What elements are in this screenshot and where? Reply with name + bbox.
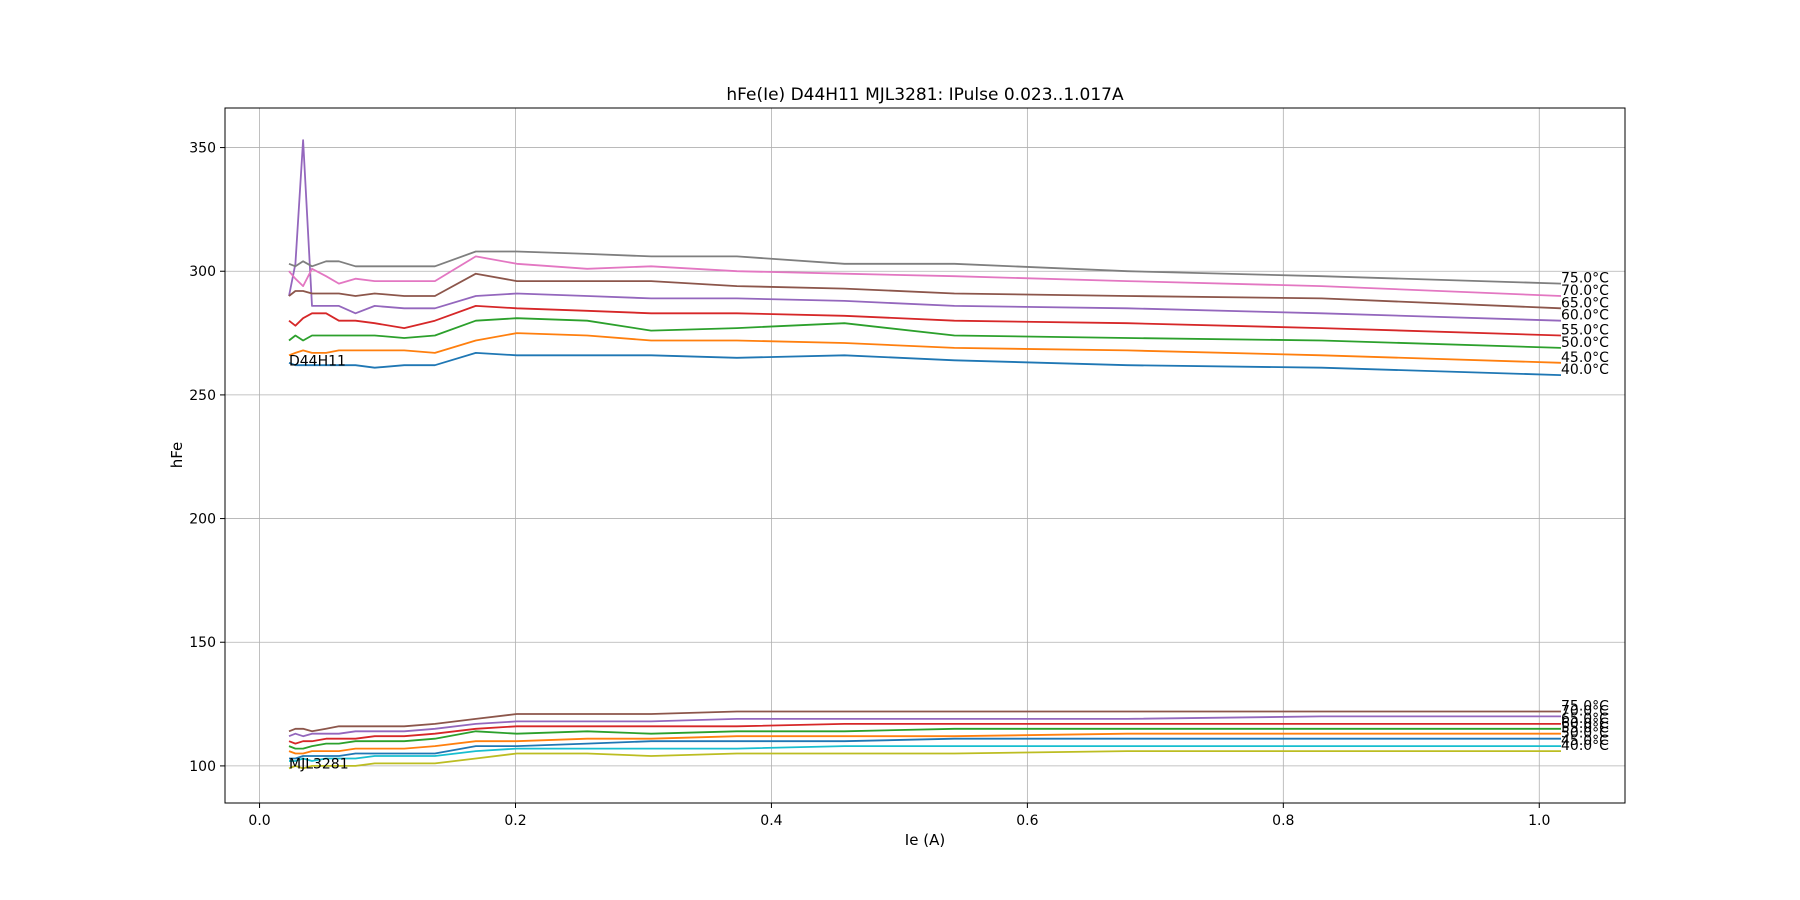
series-end-label: 55.0°C — [1561, 721, 1609, 737]
group-label: D44H11 — [289, 353, 346, 369]
series-line-mjl3281-0 — [288, 750, 1561, 770]
series-line-mjl3281-1 — [289, 745, 1561, 762]
y-tick-label: 350 — [189, 141, 216, 157]
axis-ticks: 0.0 0.2 0.4 0.6 0.8 1.0 100 150 200 250 300 350 — [189, 141, 1550, 829]
series-end-label: 70.0°C — [1561, 283, 1609, 299]
series-end-label: 40.0°C — [1561, 738, 1609, 754]
series-line-d44h11-0 — [288, 351, 1562, 376]
plot-frame — [224, 107, 1626, 804]
series-end-label: 60.0°C — [1561, 308, 1609, 324]
x-tick-label: 0.4 — [760, 813, 782, 829]
series-end-label: 65.0°C — [1561, 711, 1609, 727]
x-tick-label: 0.8 — [1272, 813, 1294, 829]
series-line-d44h11-6 — [288, 255, 1562, 297]
series-end-label: 70.0°C — [1561, 703, 1609, 719]
series-line-mjl3281-3 — [288, 732, 1561, 755]
y-tick-label: 300 — [189, 264, 216, 280]
series-lines — [288, 139, 1562, 770]
series-line-d44h11-7 — [288, 250, 1562, 285]
group-label: MJL3281 — [289, 756, 349, 772]
series-end-label: 40.0°C — [1561, 362, 1609, 378]
series-line-mjl3281-5 — [288, 723, 1561, 745]
series-end-label: 75.0°C — [1561, 698, 1609, 714]
chart-title: hFe(Ie) D44H11 MJL3281: IPulse 0.023..1.… — [726, 85, 1124, 105]
series-line-mjl3281-6 — [288, 715, 1561, 738]
series-line-mjl3281-2 — [289, 737, 1561, 760]
series-line-d44h11-1 — [288, 332, 1562, 364]
series-end-label: 65.0°C — [1561, 295, 1609, 311]
y-tick-label: 100 — [189, 759, 216, 775]
series-end-label: 45.0°C — [1561, 350, 1609, 366]
series-line-d44h11-3 — [288, 304, 1562, 337]
group-labels: D44H11 MJL3281 — [289, 353, 349, 772]
grid-lines — [225, 108, 1625, 803]
x-tick-label: 1.0 — [1528, 813, 1550, 829]
series-line-mjl3281-7 — [288, 710, 1561, 733]
series-end-labels: 40.0°C45.0°C50.0°C55.0°C60.0°C65.0°C70.0… — [1561, 271, 1609, 754]
series-end-label: 50.0°C — [1561, 335, 1609, 351]
series-end-label: 50.0°C — [1561, 726, 1609, 742]
series-end-label: 55.0°C — [1561, 323, 1609, 339]
series-end-label: 75.0°C — [1561, 271, 1609, 287]
series-end-label: 60.0°C — [1561, 716, 1609, 732]
y-tick-label: 250 — [189, 388, 216, 404]
x-tick-label: 0.2 — [504, 813, 526, 829]
y-tick-label: 150 — [189, 635, 216, 651]
y-axis-label: hFe — [168, 442, 186, 469]
x-tick-label: 0.6 — [1016, 813, 1038, 829]
series-line-d44h11-5 — [288, 272, 1562, 310]
plot-background — [225, 108, 1625, 803]
series-line-d44h11-2 — [288, 317, 1562, 349]
series-line-mjl3281-4 — [288, 727, 1561, 750]
y-tick-label: 200 — [189, 512, 216, 528]
x-axis-label: Ie (A) — [905, 831, 945, 849]
x-tick-label: 0.0 — [248, 813, 270, 829]
series-end-label: 45.0°C — [1561, 733, 1609, 749]
series-line-d44h11-4 — [288, 139, 1562, 322]
